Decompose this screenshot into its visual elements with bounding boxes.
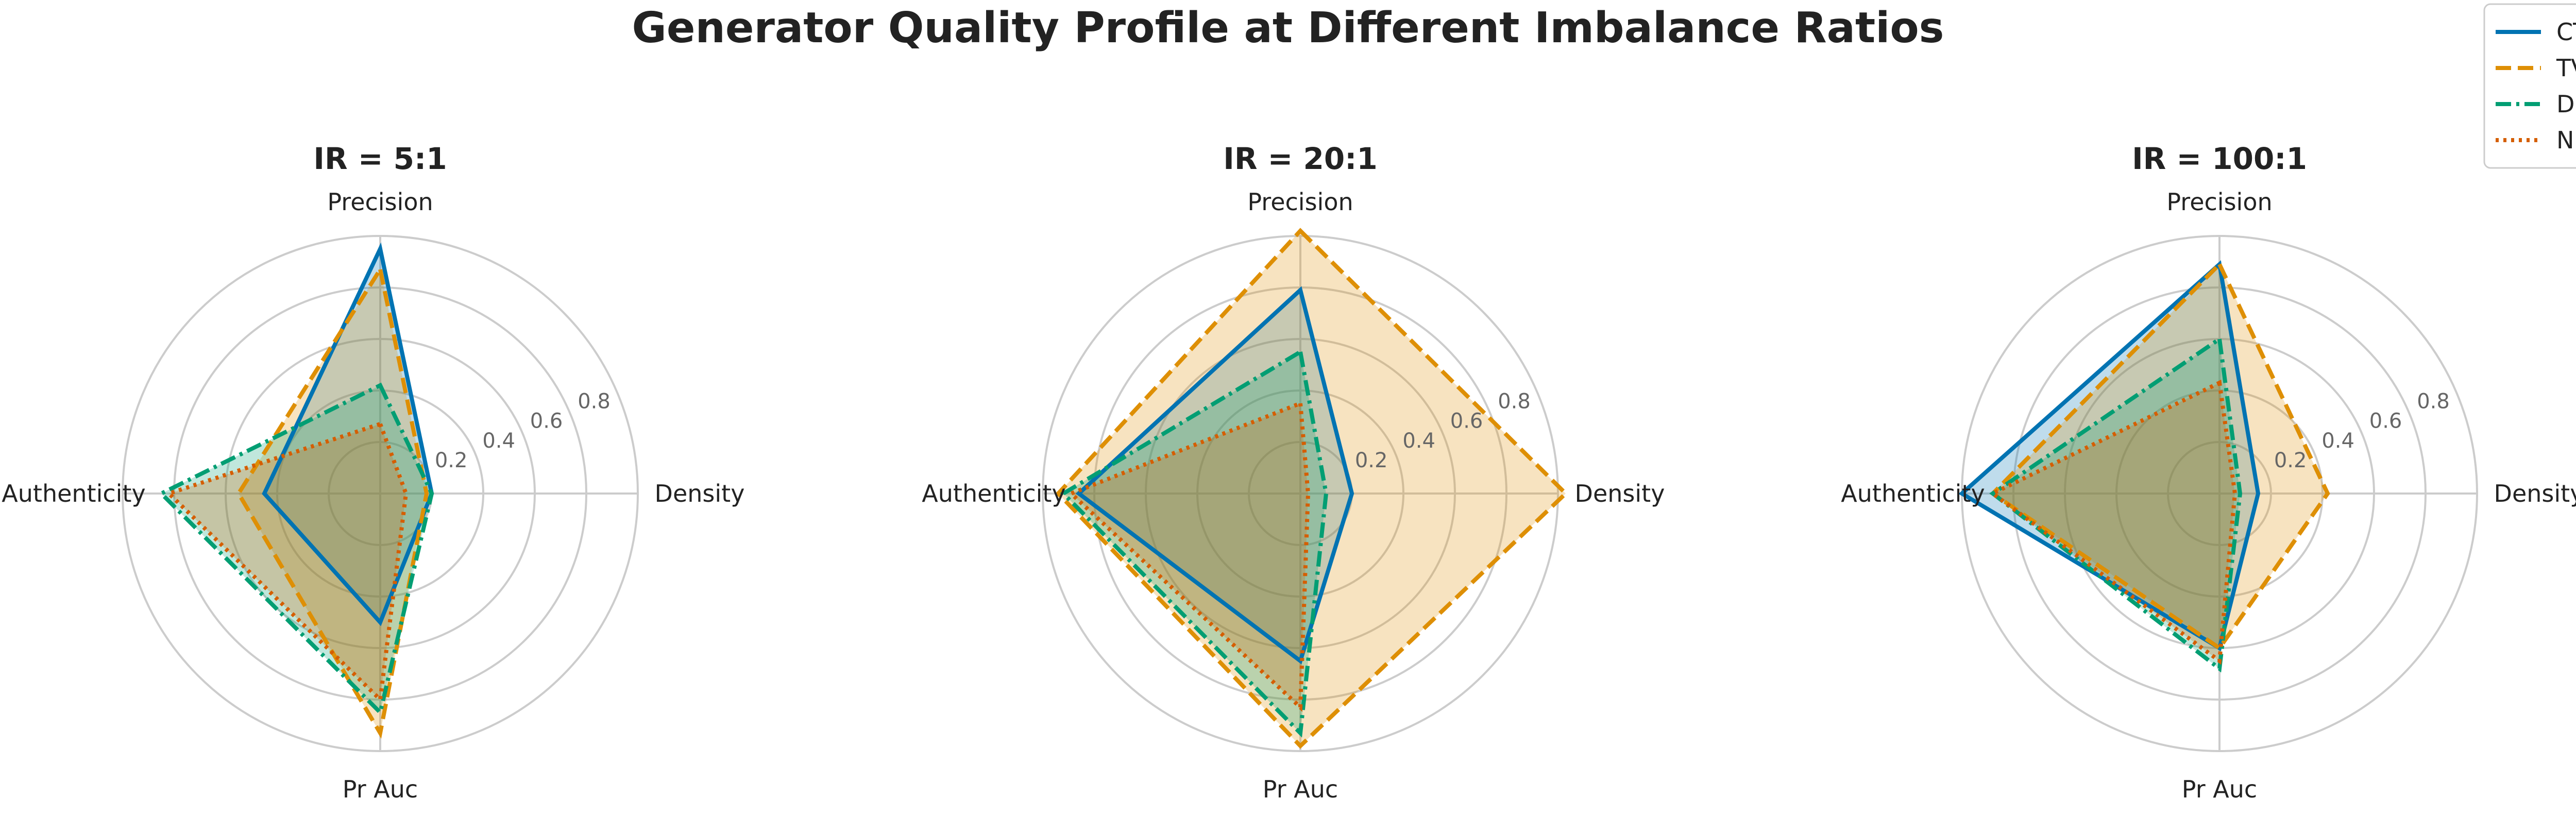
panel-title: IR = 100:1 xyxy=(2132,141,2307,176)
series-line-ctgan xyxy=(262,242,434,626)
radial-tick-label: 0.6 xyxy=(2369,410,2402,433)
series-line-nflow xyxy=(165,421,409,704)
series-line-tvae xyxy=(236,264,429,739)
legend-item-tvae: TVAE xyxy=(2496,54,2576,82)
series-area-nflow xyxy=(1993,383,2235,661)
series-area-ctgan xyxy=(1079,290,1352,661)
series-area-ctgan xyxy=(1962,264,2258,648)
axis-label-density: Density xyxy=(2494,480,2576,507)
series-line-ddpm xyxy=(158,382,434,717)
legend-label: CTGAN xyxy=(2556,18,2576,46)
axis-label-density: Density xyxy=(655,480,745,507)
axis-label-authenticity: Authenticity xyxy=(2,480,145,507)
series-line-tvae xyxy=(1055,228,1569,749)
radial-tick-label: 0.8 xyxy=(578,390,611,414)
series-area-ddpm xyxy=(1993,339,2240,669)
axis-label-precision: Precision xyxy=(2166,188,2272,216)
legend: CTGAN TVAE DDPM NFLOW xyxy=(2483,3,2576,169)
legend-label: NFLOW xyxy=(2556,126,2576,154)
series-area-ddpm xyxy=(1063,352,1326,733)
panel-title: IR = 5:1 xyxy=(313,141,447,176)
axis-label-pr-auc: Pr Auc xyxy=(343,775,418,803)
series-line-tvae xyxy=(1989,261,2330,651)
radar-panel-1: 0.2 0.4 0.6 0.8 Precision Density Pr Auc Authen… xyxy=(2,141,744,803)
series-lines xyxy=(1055,228,1569,749)
legend-frame xyxy=(2483,3,2576,169)
radial-tick-label: 0.2 xyxy=(435,449,468,472)
series-area-ddpm xyxy=(161,385,432,712)
series-area-nflow xyxy=(169,424,406,700)
legend-item-ddpm: DDPM xyxy=(2496,90,2576,118)
legend-label: TVAE xyxy=(2556,54,2576,82)
radial-tick-label: 0.6 xyxy=(530,410,563,433)
radial-tick-label: 0.8 xyxy=(1498,390,1531,414)
axis-label-precision: Precision xyxy=(327,188,433,216)
series-line-nflow xyxy=(1067,400,1311,712)
series-line-ctgan xyxy=(1958,260,2261,652)
radial-tick-label: 0.4 xyxy=(2321,429,2354,453)
radar-panel-3: 0.2 0.4 0.6 0.8 Precision Density Pr Auc Authen… xyxy=(1841,141,2576,803)
series-line-ddpm xyxy=(1989,335,2243,673)
panel-title: IR = 20:1 xyxy=(1223,141,1378,176)
axis-label-pr-auc: Pr Auc xyxy=(2182,775,2257,803)
axis-label-density: Density xyxy=(1575,480,1665,507)
radial-tick-label: 0.2 xyxy=(1355,449,1388,472)
radial-tick-label: 0.2 xyxy=(2274,449,2307,472)
legend-label: DDPM xyxy=(2556,90,2576,118)
radial-tick-label: 0.6 xyxy=(1450,410,1483,433)
series-line-nflow xyxy=(1989,379,2238,665)
series-lines xyxy=(158,242,434,739)
legend-item-ctgan: CTGAN xyxy=(2496,18,2576,46)
radial-tick-label: 0.4 xyxy=(1402,429,1435,453)
axis-label-authenticity: Authenticity xyxy=(1841,480,1985,507)
legend-item-nflow: NFLOW xyxy=(2496,126,2576,154)
radar-panel-2: 0.2 0.4 0.6 0.8 Precision Density Pr Auc Authen… xyxy=(922,141,1665,803)
axis-label-authenticity: Authenticity xyxy=(922,480,1065,507)
radial-tick-label: 0.8 xyxy=(2417,390,2450,414)
axis-label-precision: Precision xyxy=(1247,188,1353,216)
figure-title: Generator Quality Profile at Different I… xyxy=(632,4,1944,53)
series-lines xyxy=(1958,260,2330,673)
series-area-nflow xyxy=(1071,403,1308,707)
series-line-ddpm xyxy=(1060,348,1329,738)
axis-label-pr-auc: Pr Auc xyxy=(1263,775,1338,803)
radial-tick-label: 0.4 xyxy=(482,429,515,453)
